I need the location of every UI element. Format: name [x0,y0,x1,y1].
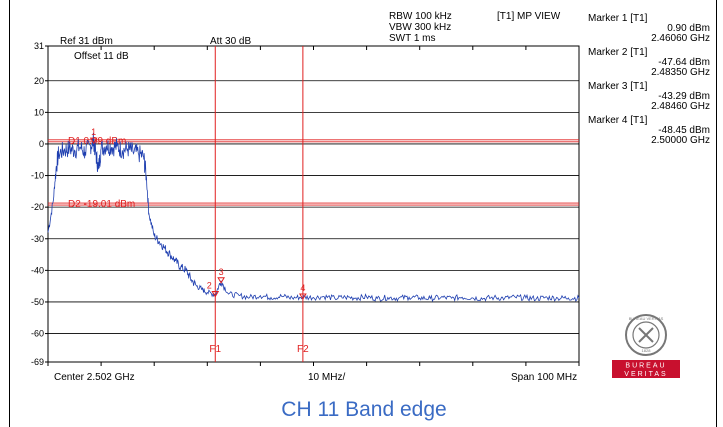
spectrum-plot: RBW 100 kHz VBW 300 kHz SWT 1 ms [T1] MP… [31,11,580,383]
logo-word-bureau: BUREAU [625,363,666,370]
trace-layer [47,132,580,303]
y-tick-label: -30 [31,234,44,244]
marker-layer: 1 23 4 [89,127,307,301]
marker-1-label: 1 [91,127,96,137]
marker-readout-panel: Marker 1 [T1] 0.90 dBm 2.46060 GHz Marke… [588,14,710,150]
marker-3-freq: 2.48460 GHz [651,101,710,112]
chart-caption: CH 11 Band edge [281,398,447,421]
marker-1-label: Marker 1 [T1] [588,13,648,24]
offset-text: Offset 11 dB [74,51,129,62]
y-tick-labels: 31 20 10 0 -10 -20 -30 -40 -50 -60 -69 [31,41,48,367]
y-tick-label: -50 [31,297,44,307]
marker-2-level: -47.64 dBm [658,57,710,68]
y-tick-label: -10 [31,171,44,181]
display-line-label-2: D2 -19.01 dBm [68,199,135,210]
analyzer-screen: RBW 100 kHz VBW 300 kHz SWT 1 ms [T1] MP… [14,4,714,393]
logo-ring-text: BUREAU VERITAS [629,316,664,321]
attenuation-text: Att 30 dB [210,36,251,47]
marker-4-freq: 2.50000 GHz [651,135,710,146]
center-frequency-text: Center 2.502 GHz [54,372,135,383]
span-text: Span 100 MHz [511,372,577,383]
marker-2-label: 2 [207,281,212,291]
marker-4-label: Marker 4 [T1] [588,115,648,126]
plot-grid [47,45,580,366]
marker-1-freq: 2.46060 GHz [651,33,710,44]
y-tick-label: 20 [34,76,44,86]
marker-3-level: -43.29 dBm [658,91,710,102]
marker-3-label: Marker 3 [T1] [588,81,648,92]
rbw-text: RBW 100 kHz [389,11,452,22]
reference-lines: D1 0.99 dBm D2 -19.01 dBm F1 F2 [48,46,579,362]
display-line-label-1: D1 0.99 dBm [68,136,126,147]
y-tick-label: 31 [34,41,44,51]
logo-word-veritas: VERITAS [624,371,667,378]
logo-year: 1828 [642,348,652,353]
marker-4-symbol [298,293,307,301]
frame-left-border [9,0,10,427]
y-tick-label: -60 [31,329,44,339]
frequency-line-label-1: F1 [209,344,221,355]
marker-2-label: Marker 2 [T1] [588,47,648,58]
logo-graphic: BUREAU VERITAS 1828 BUREAU VERITAS [612,314,680,378]
marker-4-readout: Marker 4 [T1] -48.45 dBm 2.50000 GHz [588,116,710,146]
marker-3-symbol [217,277,225,284]
div-text: 10 MHz/ [308,372,345,383]
marker-1-readout: Marker 1 [T1] 0.90 dBm 2.46060 GHz [588,14,710,44]
marker-4-level: -48.45 dBm [658,125,710,136]
marker-3-label: 3 [219,267,224,277]
ref-level-text: Ref 31 dBm [60,36,113,47]
marker-3-readout: Marker 3 [T1] -43.29 dBm 2.48460 GHz [588,82,710,112]
marker-2-symbol [211,291,220,298]
y-tick-label: -69 [31,357,44,367]
frame-right-border [716,0,717,427]
frequency-line-label-2: F2 [297,344,309,355]
y-tick-label: -40 [31,265,44,275]
y-tick-label: -20 [31,202,44,212]
marker-1-level: 0.90 dBm [667,23,710,34]
y-tick-label: 0 [39,139,44,149]
vbw-text: VBW 300 kHz [389,22,451,33]
swt-text: SWT 1 ms [389,33,435,44]
y-tick-label: 10 [34,107,44,117]
spectrum-trace [47,132,580,303]
trace-mode-text: [T1] MP VIEW [497,11,561,22]
marker-2-readout: Marker 2 [T1] -47.64 dBm 2.48350 GHz [588,48,710,78]
marker-2-freq: 2.48350 GHz [651,67,710,78]
marker-1-symbol [89,137,98,145]
bureau-veritas-logo: BUREAU VERITAS 1828 BUREAU VERITAS [606,312,686,384]
marker-4-label: 4 [300,283,305,293]
